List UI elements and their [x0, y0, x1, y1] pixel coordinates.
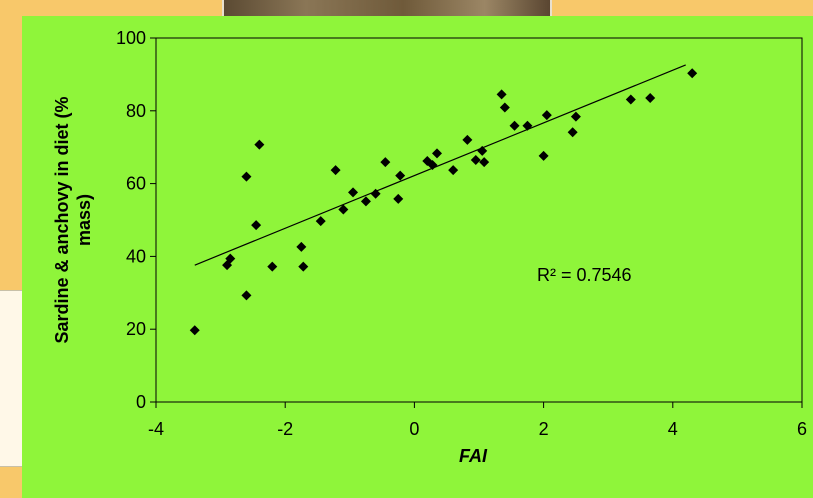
data-point — [241, 290, 252, 301]
data-point — [477, 145, 488, 156]
chart-background — [22, 16, 813, 498]
x-tick-label: 2 — [539, 419, 549, 439]
data-point — [330, 165, 341, 176]
data-point — [296, 241, 307, 252]
x-tick-label: 6 — [797, 419, 807, 439]
data-point — [241, 171, 252, 182]
data-point — [496, 89, 507, 100]
data-point — [225, 253, 236, 264]
data-point — [395, 170, 406, 181]
plot-area-frame — [155, 37, 803, 403]
data-point — [251, 220, 262, 231]
data-point — [427, 160, 438, 171]
data-point — [567, 127, 578, 138]
data-point — [541, 110, 552, 121]
data-point — [499, 102, 510, 113]
y-axis-title-group: Sardine & anchovy in diet (% mass) — [52, 96, 94, 343]
data-point — [522, 120, 533, 131]
data-point — [393, 193, 404, 204]
x-tick-label: -2 — [277, 419, 293, 439]
x-tick-label: 0 — [409, 419, 419, 439]
y-tick-label: 40 — [126, 246, 146, 266]
trendline-layer — [194, 64, 686, 266]
data-point — [315, 216, 326, 227]
data-point — [267, 261, 278, 272]
data-point — [538, 150, 549, 161]
data-point — [432, 148, 443, 159]
data-point — [479, 157, 490, 168]
trendline — [194, 64, 686, 266]
data-point — [298, 261, 309, 272]
y-tick-label: 80 — [126, 101, 146, 121]
data-point — [338, 204, 349, 215]
y-tick-label: 60 — [126, 174, 146, 194]
y-tick-label: 100 — [116, 28, 146, 48]
data-point — [189, 325, 200, 336]
points-layer — [189, 68, 698, 336]
data-point — [380, 157, 391, 168]
y-axis-title-line-2: mass) — [74, 194, 94, 246]
data-point — [370, 188, 381, 199]
x-axis-title: FAI — [459, 446, 488, 466]
data-point — [348, 187, 359, 198]
data-point — [254, 139, 265, 150]
data-point — [509, 120, 520, 131]
data-point — [462, 134, 473, 145]
data-point — [448, 165, 459, 176]
x-tick-label: 4 — [668, 419, 678, 439]
x-tick-label: -4 — [148, 419, 164, 439]
y-axis-title-line-1: Sardine & anchovy in diet (% — [52, 96, 72, 343]
r-squared-label: R² = 0.7546 — [537, 265, 632, 285]
y-tick-label: 0 — [136, 392, 146, 412]
data-point — [570, 111, 581, 122]
data-point — [470, 154, 481, 165]
data-point — [625, 94, 636, 105]
data-point — [687, 68, 698, 79]
data-point — [645, 93, 656, 104]
data-point — [360, 196, 371, 207]
y-tick-label: 20 — [126, 319, 146, 339]
